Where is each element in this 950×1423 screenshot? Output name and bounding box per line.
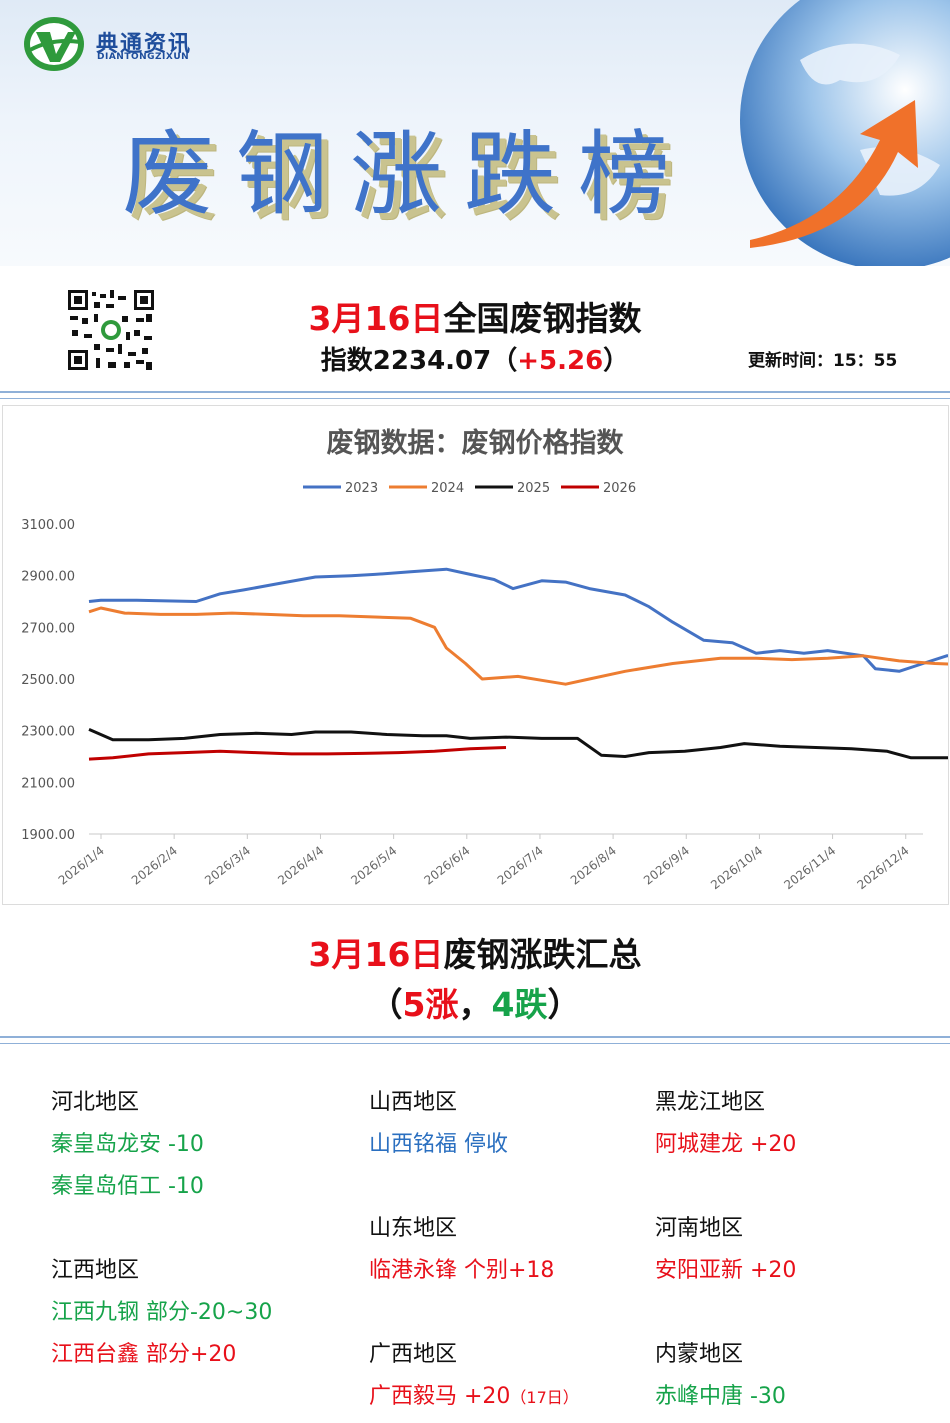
brand-logo-icon bbox=[24, 17, 84, 71]
summary-title-text: 废钢涨跌汇总 bbox=[443, 935, 642, 974]
summary-open: （ bbox=[369, 985, 403, 1024]
series-line-2024 bbox=[88, 606, 950, 686]
y-tick-label: 2900.00 bbox=[21, 570, 75, 585]
x-tick-label: 2026/2/4 bbox=[129, 843, 180, 887]
x-tick-label: 2026/1/4 bbox=[56, 843, 107, 887]
summary-count: （5涨，4跌） bbox=[0, 978, 950, 1026]
series-line-2023 bbox=[88, 567, 950, 673]
index-change: +5.26 bbox=[517, 346, 604, 376]
series-line-2025 bbox=[88, 728, 950, 760]
x-tick-label: 2026/3/4 bbox=[202, 843, 253, 887]
price-item: 广西毅马 +20（17日） bbox=[369, 1381, 579, 1423]
price-item: 赤峰中唐 -30 bbox=[655, 1384, 786, 1409]
region-heilongjiang: 黑龙江地区 bbox=[655, 1090, 766, 1115]
price-item-text: 广西毅马 +20 bbox=[369, 1384, 511, 1409]
y-tick-label: 2700.00 bbox=[21, 621, 75, 636]
region-guangxi: 广西地区 bbox=[369, 1342, 458, 1367]
price-item: 安阳亚新 +20 bbox=[655, 1258, 797, 1283]
index-value: 指数2234.07（+5.26） bbox=[0, 340, 950, 377]
legend-label: 2026 bbox=[603, 481, 636, 496]
y-tick-label: 2500.00 bbox=[21, 673, 75, 688]
price-item: 临港永锋 个别+18 bbox=[369, 1258, 555, 1283]
region-column-1: 河北地区 秦皇岛龙安 -10 秦皇岛佰工 -10 江西地区 江西九钢 部分-20… bbox=[51, 1087, 272, 1381]
banner-title: 废钢涨跌榜 bbox=[122, 121, 693, 228]
x-tick-label: 2026/6/4 bbox=[422, 843, 473, 887]
price-item: 秦皇岛龙安 -10 bbox=[51, 1132, 204, 1157]
price-index-chart: 废钢数据：废钢价格指数 2023 2024 2025 2026 3100.00 2900.0… bbox=[21, 427, 950, 892]
region-column-2: 山西地区 山西铭福 停收 山东地区 临港永锋 个别+18 广西地区 广西毅马 +… bbox=[369, 1087, 579, 1423]
price-item-note: （17日） bbox=[510, 1388, 579, 1407]
y-tick-label: 3100.00 bbox=[21, 518, 75, 533]
index-value-label: 指数2234.07（ bbox=[320, 346, 518, 376]
price-item: 阿城建龙 +20 bbox=[655, 1132, 797, 1157]
index-date: 3月16日 bbox=[308, 299, 444, 338]
x-tick-label: 2026/10/4 bbox=[708, 843, 765, 892]
price-item: 山西铭福 停收 bbox=[369, 1132, 508, 1157]
summary-close: ） bbox=[547, 985, 581, 1024]
banner: 典通资讯 DIANTONGZIXUN 废钢涨跌榜 bbox=[0, 0, 950, 266]
divider bbox=[0, 1036, 950, 1044]
region-shandong: 山东地区 bbox=[369, 1216, 458, 1241]
region-shanxi: 山西地区 bbox=[369, 1090, 458, 1115]
x-tick-label: 2026/7/4 bbox=[495, 843, 546, 887]
summary-title: 3月16日废钢涨跌汇总 bbox=[0, 928, 950, 976]
y-tick-label: 1900.00 bbox=[21, 828, 75, 843]
summary-date: 3月16日 bbox=[308, 935, 444, 974]
price-item: 江西九钢 部分-20~30 bbox=[51, 1300, 273, 1325]
down-count: 4跌 bbox=[491, 985, 548, 1024]
summary-sep: ， bbox=[458, 985, 492, 1024]
index-title-text: 全国废钢指数 bbox=[443, 299, 642, 338]
region-henan: 河南地区 bbox=[655, 1216, 744, 1241]
region-jiangxi: 江西地区 bbox=[51, 1258, 140, 1283]
x-tick-label: 2026/5/4 bbox=[348, 843, 399, 887]
chart-panel: 废钢数据：废钢价格指数 2023 2024 2025 2026 3100.00 2900.0… bbox=[2, 405, 950, 905]
region-hebei: 河北地区 bbox=[51, 1090, 140, 1115]
legend-label: 2025 bbox=[517, 481, 550, 496]
price-item: 秦皇岛佰工 -10 bbox=[51, 1174, 204, 1199]
y-tick-label: 2100.00 bbox=[21, 776, 75, 791]
x-tick-label: 2026/9/4 bbox=[641, 843, 692, 887]
brand-name: 典通资讯 bbox=[96, 32, 193, 57]
divider bbox=[0, 391, 950, 399]
x-tick-label: 2026/4/4 bbox=[275, 843, 326, 887]
series-line-2026 bbox=[88, 746, 507, 761]
y-tick-label: 2300.00 bbox=[21, 725, 75, 740]
x-tick-label: 2026/8/4 bbox=[568, 843, 619, 887]
qr-code-icon[interactable] bbox=[66, 288, 156, 372]
up-count: 5涨 bbox=[402, 985, 459, 1024]
legend-label: 2023 bbox=[345, 481, 378, 496]
price-item: 江西台鑫 部分+20 bbox=[51, 1342, 237, 1367]
region-neimeng: 内蒙地区 bbox=[655, 1342, 744, 1367]
update-time: 更新时间：15：55 bbox=[748, 351, 898, 371]
region-column-3: 黑龙江地区 阿城建龙 +20 河南地区 安阳亚新 +20 内蒙地区 赤峰中唐 -… bbox=[655, 1087, 796, 1423]
legend-label: 2024 bbox=[431, 481, 464, 496]
x-tick-label: 2026/11/4 bbox=[781, 843, 838, 892]
index-title: 3月16日全国废钢指数 bbox=[0, 292, 950, 340]
x-tick-label: 2026/12/4 bbox=[854, 843, 911, 892]
brand-name-en: DIANTONGZIXUN bbox=[97, 52, 190, 62]
index-value-close: ） bbox=[603, 346, 630, 376]
chart-title: 废钢数据：废钢价格指数 bbox=[327, 427, 625, 459]
globe-arrow-icon bbox=[740, 0, 950, 266]
